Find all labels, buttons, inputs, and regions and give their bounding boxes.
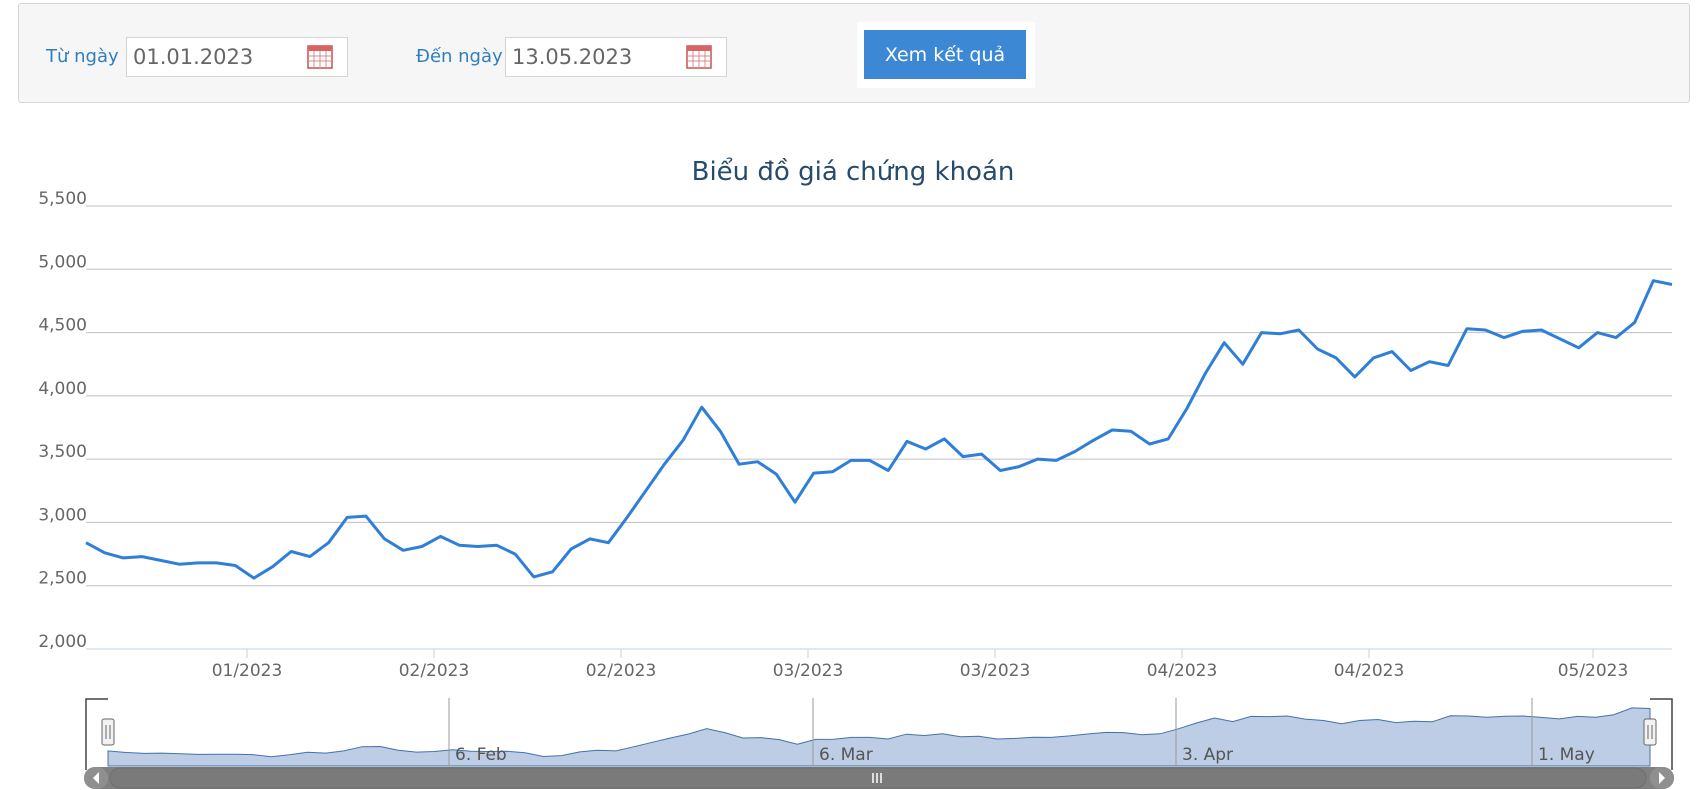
x-axis-labels: 01/2023 02/2023 02/2023 03/2023 03/2023 04/20…	[212, 649, 1629, 681]
navigator-label: 3. Apr	[1182, 745, 1233, 765]
x-tick-label: 04/2023	[1147, 661, 1218, 681]
navigator-left-outline	[85, 698, 108, 770]
navigator-label: 6. Feb	[455, 745, 507, 765]
navigator-right-handle[interactable]	[1643, 718, 1657, 746]
x-tick-label: 03/2023	[960, 661, 1031, 681]
from-date-input[interactable]	[127, 38, 309, 76]
navigator-left-handle[interactable]	[101, 718, 115, 746]
y-tick-label: 2,000	[38, 632, 87, 652]
navigator-area	[107, 707, 1651, 767]
filter-bar: Từ ngày Đến ngày Xem kết quả	[18, 3, 1690, 103]
handle-box[interactable]	[101, 718, 115, 746]
scrollbar-thumb[interactable]	[109, 767, 1647, 789]
scroll-right-button[interactable]	[1650, 767, 1674, 789]
y-tick-label: 4,000	[38, 379, 87, 399]
y-tick-label: 4,500	[38, 316, 87, 336]
y-tick-label: 2,500	[38, 569, 87, 589]
y-tick-label: 3,000	[38, 505, 87, 525]
navigator[interactable]: 6. Feb 6. Mar 3. Apr 1. May	[85, 698, 1673, 770]
arrow-left-icon[interactable]	[93, 772, 99, 784]
from-date-label: Từ ngày	[46, 46, 119, 67]
x-tick-label: 02/2023	[399, 661, 470, 681]
x-tick-label: 03/2023	[773, 661, 844, 681]
grip-icon[interactable]	[872, 773, 882, 783]
x-tick-label: 01/2023	[212, 661, 283, 681]
to-date-field	[505, 37, 727, 77]
to-date-input[interactable]	[506, 38, 688, 76]
handle-box[interactable]	[1643, 718, 1657, 746]
navigator-right-outline	[1650, 698, 1673, 770]
scrollbar[interactable]	[84, 767, 1674, 789]
submit-button-wrapper: Xem kết quả	[857, 22, 1035, 88]
navigator-label: 6. Mar	[819, 745, 873, 765]
from-date-field	[126, 37, 348, 77]
chart-title: Biểu đồ giá chứng khoán	[692, 156, 1015, 187]
calendar-icon[interactable]	[686, 45, 712, 69]
arrow-right-icon[interactable]	[1659, 772, 1665, 784]
y-axis-labels: 5,500 5,000 4,500 4,000 3,500 3,000 2,500 2,000	[38, 189, 87, 652]
grid-lines	[86, 205, 1672, 650]
calendar-icon[interactable]	[307, 45, 333, 69]
y-tick-label: 3,500	[38, 442, 87, 462]
to-date-label: Đến ngày	[416, 46, 503, 67]
view-results-button[interactable]: Xem kết quả	[864, 30, 1026, 79]
y-tick-label: 5,500	[38, 189, 87, 209]
price-line	[85, 279, 1673, 580]
navigator-label: 1. May	[1538, 745, 1595, 765]
price-series	[85, 279, 1673, 580]
scroll-left-button[interactable]	[84, 767, 108, 789]
x-tick-label: 04/2023	[1334, 661, 1405, 681]
y-tick-label: 5,000	[38, 252, 87, 272]
x-tick-label: 02/2023	[586, 661, 657, 681]
x-tick-label: 05/2023	[1558, 661, 1629, 681]
